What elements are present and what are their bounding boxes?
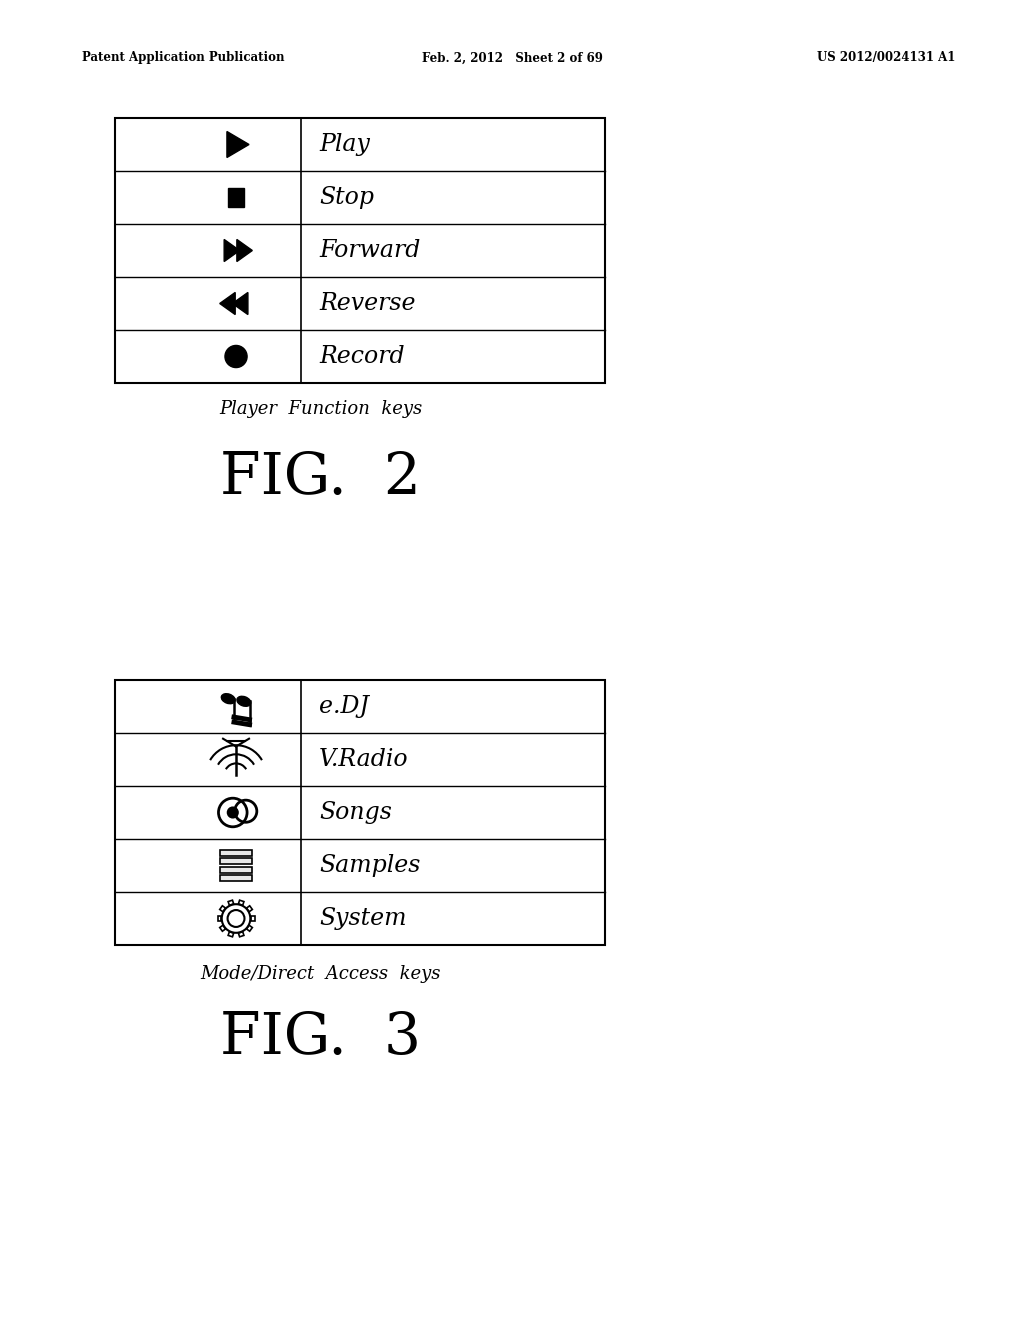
Text: Stop: Stop xyxy=(319,186,374,209)
Bar xyxy=(251,916,255,921)
Text: Reverse: Reverse xyxy=(319,292,416,315)
Polygon shape xyxy=(224,239,240,261)
Circle shape xyxy=(227,808,238,817)
Bar xyxy=(115,117,605,383)
Polygon shape xyxy=(232,293,248,314)
Bar xyxy=(220,875,252,882)
Text: System: System xyxy=(319,907,407,931)
Text: Samples: Samples xyxy=(319,854,421,876)
Text: Record: Record xyxy=(319,345,404,368)
Text: Player  Function  keys: Player Function keys xyxy=(219,400,423,418)
Bar xyxy=(247,925,252,931)
Bar xyxy=(228,932,233,937)
Text: V.Radio: V.Radio xyxy=(319,748,409,771)
Polygon shape xyxy=(220,293,236,314)
Bar xyxy=(227,187,245,207)
Text: Songs: Songs xyxy=(319,801,392,824)
Bar xyxy=(220,858,252,865)
Text: Play: Play xyxy=(319,133,370,156)
Bar xyxy=(220,850,252,855)
Polygon shape xyxy=(227,132,249,157)
Bar xyxy=(239,932,244,937)
Circle shape xyxy=(225,346,247,367)
Ellipse shape xyxy=(237,696,251,706)
Text: Patent Application Publication: Patent Application Publication xyxy=(82,51,285,65)
Bar xyxy=(220,906,225,912)
Ellipse shape xyxy=(221,694,236,704)
Text: FIG.  3: FIG. 3 xyxy=(220,1010,421,1067)
Text: FIG.  2: FIG. 2 xyxy=(220,450,421,506)
Text: e.DJ: e.DJ xyxy=(319,696,370,718)
Bar xyxy=(220,867,252,873)
Bar xyxy=(247,906,252,912)
Bar xyxy=(217,916,221,921)
Text: Feb. 2, 2012   Sheet 2 of 69: Feb. 2, 2012 Sheet 2 of 69 xyxy=(422,51,602,65)
Text: US 2012/0024131 A1: US 2012/0024131 A1 xyxy=(816,51,955,65)
Polygon shape xyxy=(237,239,252,261)
Bar xyxy=(115,680,605,945)
Bar xyxy=(239,900,244,906)
Bar xyxy=(228,900,233,906)
Circle shape xyxy=(234,800,257,822)
Text: Forward: Forward xyxy=(319,239,421,261)
Text: Mode/Direct  Access  keys: Mode/Direct Access keys xyxy=(201,965,441,983)
Bar xyxy=(220,925,225,931)
